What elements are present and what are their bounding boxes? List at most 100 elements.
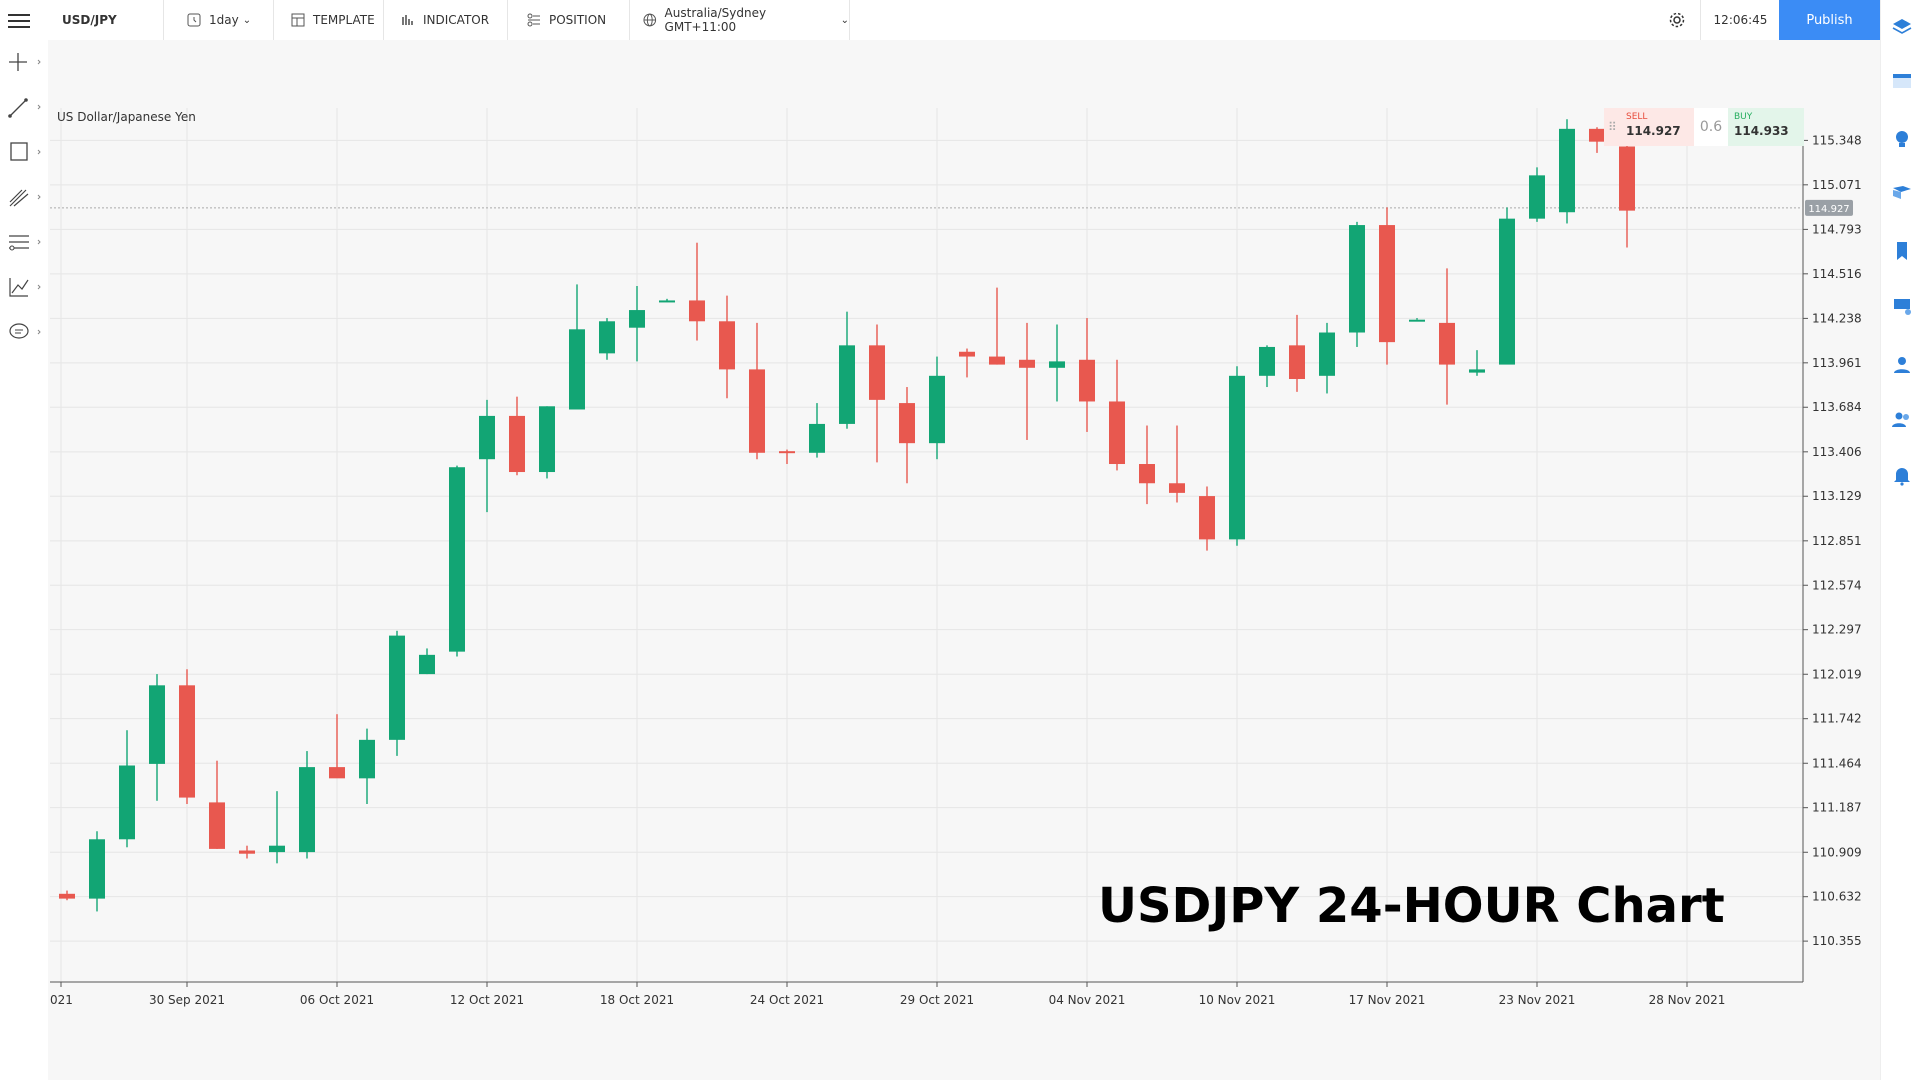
candle-body[interactable]: [509, 415, 525, 473]
candle-body[interactable]: [59, 893, 75, 899]
candle-body[interactable]: [809, 423, 825, 453]
candle-body[interactable]: [149, 685, 165, 764]
symbol-selector[interactable]: USD/JPY: [50, 0, 164, 40]
candle-body[interactable]: [539, 406, 555, 473]
position-button[interactable]: POSITION: [508, 0, 630, 40]
candle-body[interactable]: [1589, 128, 1605, 142]
buy-price: 114.933: [1734, 124, 1789, 138]
candle-body[interactable]: [779, 451, 795, 454]
candle-body[interactable]: [1109, 401, 1125, 465]
publish-button[interactable]: Publish: [1779, 0, 1880, 40]
candle-body[interactable]: [179, 685, 195, 798]
candle-body[interactable]: [749, 369, 765, 453]
candle-body[interactable]: [1319, 332, 1335, 376]
pitchfork-icon[interactable]: [6, 182, 42, 212]
candle-body[interactable]: [1079, 359, 1095, 402]
template-icon: [291, 13, 305, 27]
candle-body[interactable]: [719, 321, 735, 370]
clock-display: 12:06:45: [1700, 0, 1780, 40]
fib-icon[interactable]: [6, 227, 42, 257]
screen-icon[interactable]: [1891, 296, 1913, 318]
candle-body[interactable]: [1049, 361, 1065, 368]
y-tick-label: 110.632: [1812, 890, 1862, 904]
user-icon[interactable]: [1891, 354, 1913, 376]
line-icon[interactable]: [6, 92, 42, 122]
candle-body[interactable]: [1499, 218, 1515, 365]
candlestick-chart[interactable]: 115.348 115.071 114.793 114.516 114.238 113.9…: [48, 40, 1880, 1080]
candle-body[interactable]: [1289, 345, 1305, 380]
interval-selector[interactable]: 1day ⌄: [164, 0, 274, 40]
x-tick-label: 24 Oct 2021: [750, 993, 824, 1007]
candle-body[interactable]: [239, 850, 255, 854]
y-tick-label: 113.684: [1812, 400, 1862, 414]
gear-icon[interactable]: [1668, 11, 1686, 29]
chart-area[interactable]: 115.348 115.071 114.793 114.516 114.238 113.9…: [48, 40, 1880, 1080]
candle-body[interactable]: [329, 767, 345, 779]
candle-body[interactable]: [479, 415, 495, 460]
spread-value: 0.6: [1694, 108, 1728, 146]
candle-body[interactable]: [1229, 375, 1245, 540]
candle-body[interactable]: [1559, 128, 1575, 213]
candle-body[interactable]: [1529, 175, 1545, 219]
candle-body[interactable]: [1379, 225, 1395, 343]
candle-body[interactable]: [569, 329, 585, 410]
template-button[interactable]: TEMPLATE: [274, 0, 384, 40]
candle-body[interactable]: [959, 351, 975, 357]
candle-body[interactable]: [929, 375, 945, 444]
candle-body[interactable]: [1139, 464, 1155, 484]
candle-body[interactable]: [599, 321, 615, 354]
candle-body[interactable]: [1259, 346, 1275, 376]
sell-button[interactable]: ⠿ SELL 114.927: [1604, 108, 1694, 146]
news-icon[interactable]: [1891, 182, 1913, 204]
candle-body[interactable]: [629, 310, 645, 328]
candle-body[interactable]: [899, 403, 915, 444]
candle-body[interactable]: [389, 635, 405, 740]
indicator-button[interactable]: INDICATOR: [384, 0, 508, 40]
candle-body[interactable]: [869, 345, 885, 400]
community-icon[interactable]: [1891, 408, 1913, 430]
bar-chart-icon: [402, 15, 413, 25]
x-tick-label: 06 Oct 2021: [300, 993, 374, 1007]
bookmark-icon[interactable]: [1891, 240, 1913, 262]
y-tick-label: 113.961: [1812, 356, 1862, 370]
crosshair-icon[interactable]: [6, 47, 42, 77]
candle-body[interactable]: [1439, 322, 1455, 365]
layers-icon[interactable]: [1891, 16, 1913, 38]
candle-body[interactable]: [449, 467, 465, 652]
template-label: TEMPLATE: [313, 13, 375, 27]
candle-body[interactable]: [1169, 483, 1185, 493]
drawing-toolbar: [0, 40, 48, 1080]
candle-body[interactable]: [269, 845, 285, 853]
menu-icon[interactable]: [8, 10, 30, 30]
calendar-icon[interactable]: [1891, 70, 1913, 92]
candle-body[interactable]: [1469, 369, 1485, 373]
candle-body[interactable]: [1349, 225, 1365, 333]
candle-body[interactable]: [659, 300, 675, 303]
drag-handle-icon[interactable]: ⠿: [1608, 120, 1617, 134]
candle-body[interactable]: [209, 802, 225, 849]
rectangle-icon[interactable]: [6, 137, 42, 167]
candle-body[interactable]: [1199, 496, 1215, 540]
candle-body[interactable]: [89, 839, 105, 899]
candle-body[interactable]: [119, 765, 135, 840]
bell-icon[interactable]: [1891, 464, 1913, 486]
timezone-selector[interactable]: Australia/Sydney GMT+11:00 ⌄: [630, 0, 850, 40]
y-tick-label: 111.742: [1812, 712, 1862, 726]
candle-body[interactable]: [359, 739, 375, 779]
buy-button[interactable]: BUY 114.933: [1728, 108, 1804, 146]
idea-icon[interactable]: [1891, 128, 1913, 150]
y-tick-label: 113.129: [1812, 489, 1862, 503]
x-tick-label: 17 Nov 2021: [1349, 993, 1426, 1007]
comment-icon[interactable]: [6, 317, 42, 347]
sell-price: 114.927: [1626, 124, 1681, 138]
candle-body[interactable]: [1409, 319, 1425, 322]
x-tick-label: 10 Nov 2021: [1199, 993, 1276, 1007]
candle-body[interactable]: [1619, 146, 1635, 211]
candle-body[interactable]: [689, 300, 705, 322]
candle-body[interactable]: [1019, 359, 1035, 368]
candle-body[interactable]: [299, 767, 315, 853]
candle-body[interactable]: [989, 356, 1005, 365]
candle-body[interactable]: [419, 654, 435, 675]
trend-icon[interactable]: [6, 272, 42, 302]
candle-body[interactable]: [839, 345, 855, 424]
